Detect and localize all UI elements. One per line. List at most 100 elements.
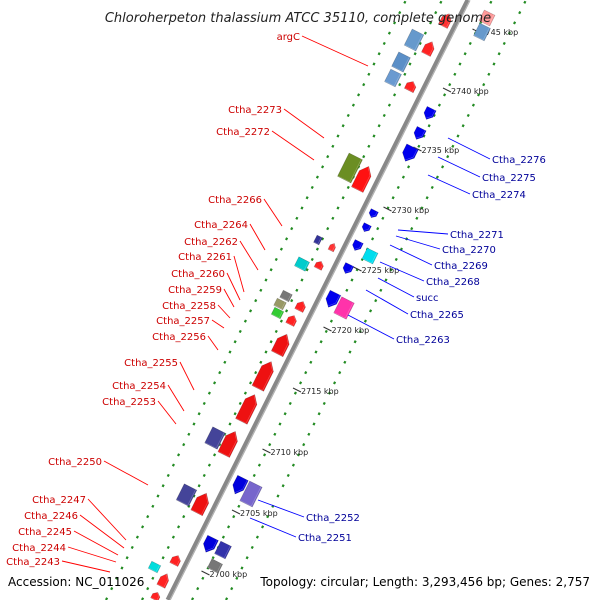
left-gene-label: Ctha_2247 [32, 495, 86, 506]
left-gene-label: Ctha_2253 [102, 397, 156, 408]
reverse-gene-4 [368, 208, 379, 218]
right-gene-label: succ [416, 293, 439, 304]
forward-gene-2-bevel [437, 12, 451, 28]
forward-gene-15-bevel [155, 572, 168, 588]
scale-label: 2735 kbp [422, 146, 460, 155]
right-gene-label: Ctha_2263 [396, 335, 450, 346]
scale-label: 2745 kbp [481, 28, 519, 37]
right-leader-line [365, 289, 409, 315]
left-leader-line [263, 198, 283, 227]
reverse-gene-9-bevel [231, 473, 248, 494]
other-gene-6 [293, 256, 311, 272]
topology-text: Topology: circular; Length: 3,293,456 bp… [259, 575, 590, 589]
left-gene-label: Ctha_2273 [228, 105, 282, 116]
left-leader-line [67, 546, 117, 563]
left-gene-label: Ctha_2258 [162, 301, 216, 312]
reverse-gene-5-bevel [360, 221, 371, 231]
forward-gene-6-bevel [312, 260, 323, 270]
forward-gene-10 [251, 361, 274, 392]
forward-gene-4 [350, 165, 372, 193]
left-gene-label: Ctha_2259 [168, 285, 222, 296]
reverse-gene-3 [402, 143, 419, 162]
forward-gene-13-bevel [189, 491, 208, 516]
other-gene-4-bevel [336, 151, 362, 183]
right-lane-gene-1 [473, 22, 491, 42]
left-gene-label: Ctha_2255 [124, 358, 178, 369]
right-gene-label: Ctha_2274 [472, 190, 526, 201]
right-leader-line [389, 244, 433, 266]
accession-text: Accession: NC_011026 [8, 575, 144, 589]
left-leader-line [207, 335, 219, 351]
right-lane-gene-3-bevel [360, 246, 378, 264]
forward-gene-9-bevel [269, 332, 289, 357]
forward-gene-14 [169, 555, 181, 567]
other-gene-7 [279, 289, 293, 303]
reverse-gene-9 [232, 474, 249, 495]
left-leader-line [61, 560, 111, 573]
right-lane-gene-5-bevel [238, 479, 262, 507]
other-gene-5 [313, 234, 323, 246]
forward-gene-3-bevel [402, 80, 416, 93]
forward-gene-3 [403, 81, 417, 94]
guide-track-4 [225, 0, 527, 600]
right-gene-label: Ctha_2271 [450, 230, 504, 241]
reverse-gene-1 [423, 105, 437, 120]
scale-tick [201, 570, 210, 576]
reverse-gene-2 [413, 125, 427, 140]
scale-label: 2730 kbp [392, 206, 430, 215]
guide-track-1 [105, 0, 407, 600]
left-gene-label: Ctha_2264 [194, 220, 248, 231]
other-gene-6-bevel [293, 255, 309, 271]
right-lane-gene-5 [239, 480, 263, 508]
left-gene-label: Ctha_2257 [156, 316, 210, 327]
left-gene-label: Ctha_2246 [24, 511, 78, 522]
other-gene-3-bevel [383, 67, 401, 87]
forward-gene-1 [420, 41, 435, 57]
left-gene-label: Ctha_2262 [184, 237, 238, 248]
right-leader-line [397, 229, 449, 235]
gene-features [146, 8, 496, 600]
left-gene-label: Ctha_2272 [216, 127, 270, 138]
reverse-gene-10 [203, 534, 219, 553]
other-gene-4 [337, 152, 363, 184]
backbone-highlight [169, 0, 471, 600]
left-leader-line [226, 272, 241, 301]
other-gene-8 [273, 297, 287, 311]
forward-gene-5-bevel [326, 242, 335, 252]
left-leader-line [167, 384, 185, 412]
left-leader-line [233, 255, 245, 293]
scale-label: 2725 kbp [362, 266, 400, 275]
scale-tick [262, 448, 271, 454]
reverse-gene-8-bevel [324, 288, 341, 307]
right-lane-gene-4 [333, 296, 355, 320]
left-gene-label: Ctha_2256 [152, 332, 206, 343]
right-lane-gene-6-bevel [213, 539, 231, 559]
right-leader-line [377, 277, 415, 298]
left-leader-line [73, 530, 119, 556]
right-gene-label: Ctha_2270 [442, 245, 496, 256]
reverse-gene-6 [352, 239, 364, 251]
left-gene-label: Ctha_2254 [112, 381, 166, 392]
left-leader-line [223, 288, 235, 308]
right-leader-line [395, 235, 441, 250]
reverse-gene-2-bevel [412, 125, 426, 139]
right-lane-gene-7 [206, 558, 224, 574]
other-gene-2-bevel [390, 50, 410, 72]
right-lane-gene-7-bevel [206, 557, 222, 573]
scale-label: 2740 kbp [451, 87, 489, 96]
other-gene-3 [384, 68, 402, 88]
left-gene-label: Ctha_2261 [178, 252, 232, 263]
left-gene-label: Ctha_2250 [48, 457, 102, 468]
other-gene-10-bevel [203, 425, 225, 449]
left-leader-line [87, 498, 127, 541]
forward-gene-9 [270, 333, 290, 358]
label-leader-lines [61, 35, 491, 573]
forward-gene-13 [190, 492, 210, 517]
forward-gene-11 [235, 394, 258, 425]
right-leader-line [437, 156, 481, 178]
left-gene-label: Ctha_2266 [208, 195, 262, 206]
reverse-gene-7-bevel [341, 261, 354, 273]
forward-gene-7-bevel [293, 300, 305, 312]
forward-gene-1-bevel [420, 40, 434, 56]
